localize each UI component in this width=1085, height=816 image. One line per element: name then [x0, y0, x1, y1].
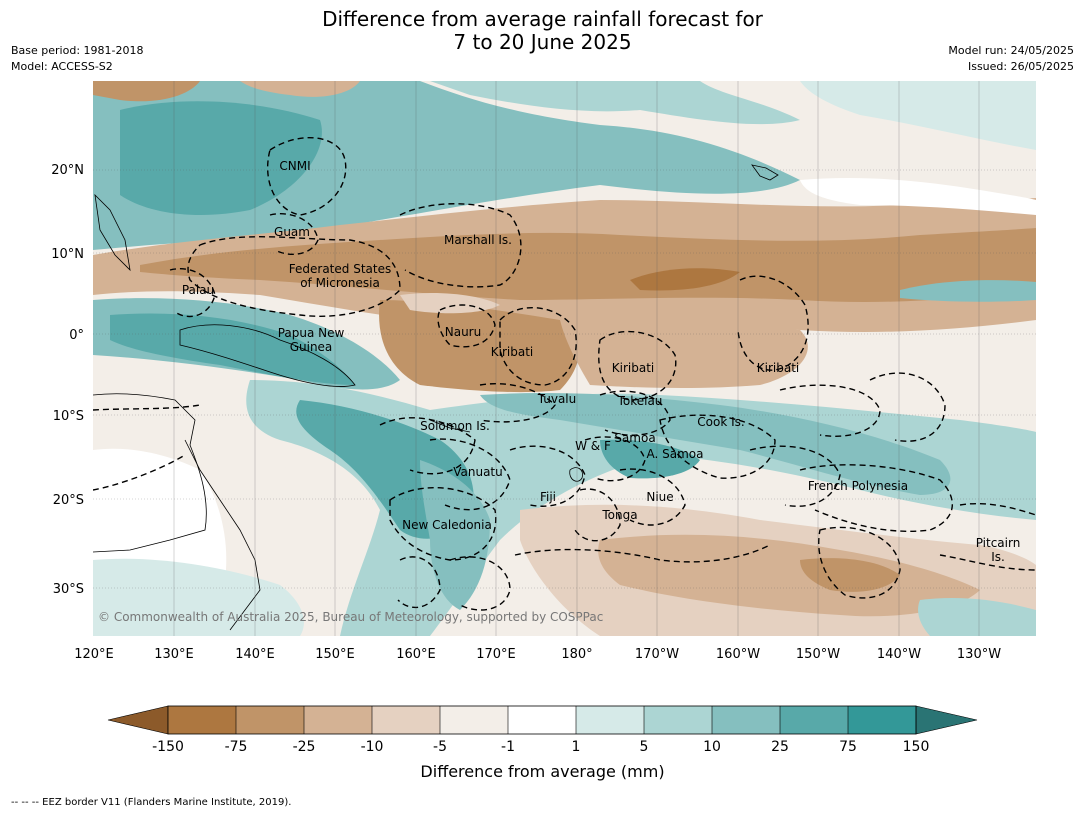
- colorbar-tick-0: -150: [152, 739, 184, 755]
- lon-label-180: 180°: [561, 647, 592, 662]
- lat-label-30s: 30°S: [53, 582, 84, 597]
- colorbar-swatch-0: [107, 705, 169, 735]
- label-kiribati-east: Kiribati: [757, 361, 799, 375]
- colorbar-swatch-1: [168, 706, 236, 734]
- lon-label-150w: 150°W: [796, 647, 840, 662]
- label-tonga: Tonga: [601, 508, 637, 522]
- label-fsm-line1: Federated States: [289, 262, 391, 276]
- colorbar-tick-4: -5: [433, 739, 447, 755]
- label-palau: Palau: [182, 283, 214, 297]
- issued-date: Issued: 26/05/2025: [967, 60, 1074, 73]
- label-tokelau: Tokelau: [617, 394, 663, 408]
- copyright-text: © Commonwealth of Australia 2025, Bureau…: [98, 610, 603, 624]
- lon-label-150e: 150°E: [315, 647, 355, 662]
- label-guam: Guam: [274, 225, 310, 239]
- colorbar-swatch-4: [372, 706, 440, 734]
- lat-label-10s: 10°S: [53, 409, 84, 424]
- label-french-polynesia: French Polynesia: [808, 479, 908, 493]
- label-nauru: Nauru: [445, 325, 481, 339]
- label-fsm-line2: of Micronesia: [300, 276, 380, 290]
- colorbar-label: Difference from average (mm): [420, 762, 665, 781]
- label-niue: Niue: [646, 490, 673, 504]
- colorbar-tick-10: 75: [839, 739, 857, 755]
- colorbar-swatch-6: [508, 706, 576, 734]
- colorbar-tick-9: 25: [771, 739, 789, 755]
- colorbar-swatch-5: [440, 706, 508, 734]
- meta-right: Model run: 24/05/2025 Issued: 26/05/2025: [948, 43, 1074, 75]
- label-cnmi: CNMI: [279, 159, 310, 173]
- label-png-line2: Guinea: [290, 340, 333, 354]
- label-kiribati-central: Kiribati: [612, 361, 654, 375]
- label-pitcairn-line1: Pitcairn: [976, 536, 1021, 550]
- title-line-1: Difference from average rainfall forecas…: [322, 7, 763, 31]
- colorbar-tick-5: -1: [501, 739, 515, 755]
- label-solomon: Solomon Is.: [420, 419, 490, 433]
- model-run: Model run: 24/05/2025: [948, 44, 1074, 57]
- model-name: Model: ACCESS-S2: [11, 60, 113, 73]
- colorbar-tick-1: -75: [225, 739, 248, 755]
- label-pitcairn-line2: Is.: [991, 550, 1005, 564]
- base-period: Base period: 1981-2018: [11, 44, 144, 57]
- rainfall-map: CNMI Guam Marshall Is. Federated States …: [93, 81, 1036, 636]
- label-kiribati-west: Kiribati: [491, 345, 533, 359]
- lat-label-10n: 10°N: [51, 247, 84, 262]
- lat-label-0: 0°: [69, 328, 84, 343]
- lon-label-140w: 140°W: [877, 647, 921, 662]
- colorbar-swatch-3: [304, 706, 372, 734]
- lon-label-130w: 130°W: [957, 647, 1001, 662]
- lon-label-160w: 160°W: [716, 647, 760, 662]
- lon-label-170e: 170°E: [476, 647, 516, 662]
- colorbar-tick-6: 1: [572, 739, 581, 755]
- colorbar-tick-2: -25: [293, 739, 316, 755]
- lon-label-140e: 140°E: [235, 647, 275, 662]
- label-new-caledonia: New Caledonia: [402, 518, 492, 532]
- map-title: Difference from average rainfall forecas…: [0, 8, 1085, 54]
- lon-label-130e: 130°E: [154, 647, 194, 662]
- lat-label-20n: 20°N: [51, 163, 84, 178]
- colorbar-swatch-11: [848, 706, 916, 734]
- colorbar-tick-7: 5: [640, 739, 649, 755]
- label-fiji: Fiji: [540, 490, 556, 504]
- colorbar-swatch-8: [644, 706, 712, 734]
- title-line-2: 7 to 20 June 2025: [453, 30, 632, 54]
- lat-label-20s: 20°S: [53, 493, 84, 508]
- label-american-samoa: A. Samoa: [647, 447, 704, 461]
- colorbar-swatch-10: [780, 706, 848, 734]
- colorbar: -150 -75 -25 -10 -5 -1 1 5 10 25 75 150: [107, 705, 978, 755]
- colorbar-tick-8: 10: [703, 739, 721, 755]
- label-vanuatu: Vanuatu: [453, 465, 503, 479]
- label-marshall: Marshall Is.: [444, 233, 512, 247]
- label-wallis-futuna: W & F: [575, 439, 611, 453]
- label-tuvalu: Tuvalu: [537, 392, 577, 406]
- meta-left: Base period: 1981-2018 Model: ACCESS-S2: [11, 43, 143, 75]
- label-samoa: Samoa: [614, 431, 655, 445]
- colorbar-swatch-12: [915, 705, 978, 735]
- label-png-line1: Papua New: [278, 326, 345, 340]
- lon-label-120e: 120°E: [74, 647, 114, 662]
- label-cook: Cook Is.: [697, 415, 744, 429]
- eez-footnote: -- -- -- EEZ border V11 (Flanders Marine…: [11, 797, 292, 808]
- lon-label-170w: 170°W: [635, 647, 679, 662]
- colorbar-swatch-9: [712, 706, 780, 734]
- lon-label-160e: 160°E: [396, 647, 436, 662]
- colorbar-swatch-7: [576, 706, 644, 734]
- colorbar-tick-3: -10: [361, 739, 384, 755]
- colorbar-tick-11: 150: [903, 739, 930, 755]
- eez-borders: [93, 137, 1036, 611]
- colorbar-swatch-2: [236, 706, 304, 734]
